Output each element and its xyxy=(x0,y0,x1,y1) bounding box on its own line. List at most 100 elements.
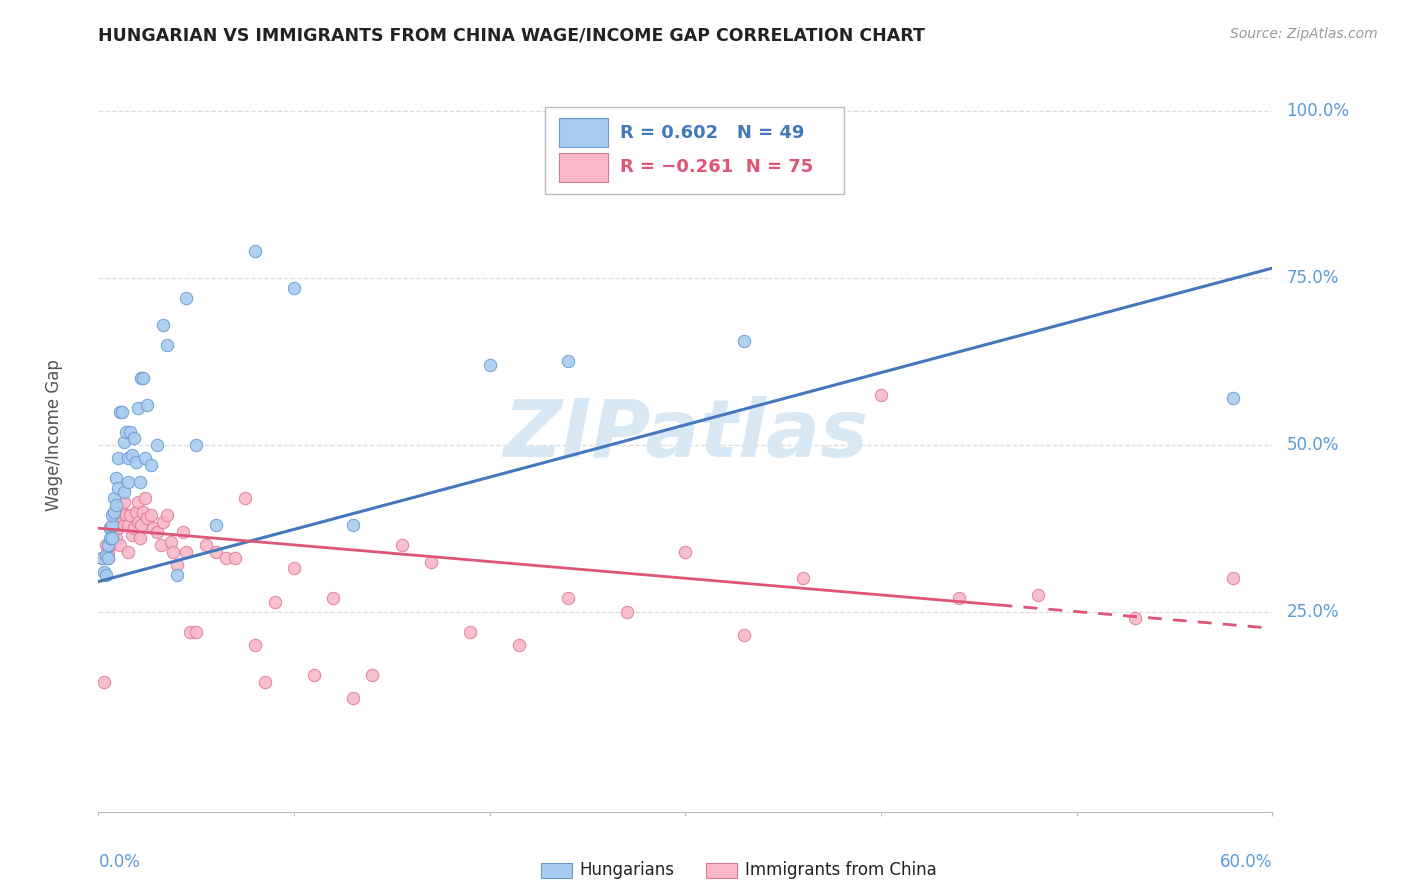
Point xyxy=(105,471,128,485)
Point xyxy=(108,538,131,552)
Point xyxy=(150,538,173,552)
Point xyxy=(98,538,121,552)
Point xyxy=(117,451,139,466)
Text: ZIPatlas: ZIPatlas xyxy=(503,396,868,474)
Point xyxy=(96,568,118,582)
Point xyxy=(302,668,325,682)
Point xyxy=(98,531,121,545)
Point xyxy=(96,538,118,552)
Point xyxy=(107,521,129,535)
Point xyxy=(114,508,136,522)
Point xyxy=(107,451,129,466)
Point xyxy=(733,628,755,642)
Point xyxy=(111,404,134,418)
Point xyxy=(121,528,143,542)
Point xyxy=(162,544,184,558)
FancyBboxPatch shape xyxy=(544,107,844,194)
FancyBboxPatch shape xyxy=(558,153,607,182)
Point xyxy=(105,498,128,512)
Point xyxy=(733,334,755,349)
Point xyxy=(117,475,139,489)
Point xyxy=(263,594,285,608)
Point xyxy=(166,558,188,572)
Point xyxy=(176,291,198,305)
Point xyxy=(128,531,150,545)
Point xyxy=(105,531,128,545)
Point xyxy=(127,515,149,529)
Point xyxy=(122,431,145,445)
Point xyxy=(136,511,159,525)
Point xyxy=(205,544,228,558)
Text: 75.0%: 75.0% xyxy=(1286,269,1339,287)
Point xyxy=(118,508,141,522)
Point xyxy=(101,531,124,545)
Point xyxy=(101,508,124,522)
Text: 60.0%: 60.0% xyxy=(1220,853,1272,871)
Text: R = −0.261  N = 75: R = −0.261 N = 75 xyxy=(620,158,813,177)
Point xyxy=(112,484,135,499)
Point xyxy=(97,538,120,552)
Point xyxy=(152,515,174,529)
Point xyxy=(391,538,413,552)
Point xyxy=(122,521,145,535)
Point xyxy=(128,475,150,489)
Point xyxy=(118,425,141,439)
Point xyxy=(176,544,198,558)
Point xyxy=(253,674,276,689)
Point xyxy=(792,571,814,585)
Point xyxy=(93,565,115,579)
Point xyxy=(458,624,481,639)
Point xyxy=(124,504,146,518)
Point xyxy=(98,521,121,535)
Point xyxy=(97,551,120,566)
Point xyxy=(141,508,163,522)
Text: HUNGARIAN VS IMMIGRANTS FROM CHINA WAGE/INCOME GAP CORRELATION CHART: HUNGARIAN VS IMMIGRANTS FROM CHINA WAGE/… xyxy=(98,27,925,45)
Point xyxy=(478,358,501,372)
Point xyxy=(117,544,139,558)
Point xyxy=(127,494,149,508)
Text: 0.0%: 0.0% xyxy=(98,853,141,871)
Point xyxy=(1222,571,1244,585)
Point xyxy=(195,538,218,552)
Point xyxy=(233,491,256,506)
Point xyxy=(557,354,579,368)
Point xyxy=(508,638,530,652)
Point xyxy=(166,568,188,582)
Point xyxy=(243,244,266,259)
Point xyxy=(142,521,165,535)
Point xyxy=(134,491,156,506)
Point xyxy=(136,398,159,412)
Point xyxy=(101,521,124,535)
Point xyxy=(97,551,120,566)
Point xyxy=(243,638,266,652)
Point xyxy=(141,458,163,472)
Point xyxy=(1222,391,1244,405)
Text: Hungarians: Hungarians xyxy=(579,861,675,879)
Point xyxy=(214,551,236,566)
Point xyxy=(132,504,155,518)
Point xyxy=(108,515,131,529)
Point xyxy=(108,404,131,418)
Point xyxy=(132,371,155,385)
Point xyxy=(114,425,136,439)
Point xyxy=(205,517,228,532)
Point xyxy=(186,438,208,452)
Text: 50.0%: 50.0% xyxy=(1286,436,1339,454)
Point xyxy=(557,591,579,606)
Point xyxy=(96,548,118,562)
Point xyxy=(159,534,181,549)
Point xyxy=(1125,611,1147,625)
Point xyxy=(283,561,305,575)
Point xyxy=(420,555,443,569)
Point xyxy=(616,605,638,619)
Point xyxy=(342,691,364,706)
Point xyxy=(186,624,208,639)
Point xyxy=(131,517,153,532)
Point xyxy=(179,624,201,639)
Text: 100.0%: 100.0% xyxy=(1286,103,1350,120)
Point xyxy=(146,438,169,452)
Point xyxy=(91,551,114,566)
Point xyxy=(103,504,125,518)
Point xyxy=(112,494,135,508)
Point xyxy=(322,591,344,606)
